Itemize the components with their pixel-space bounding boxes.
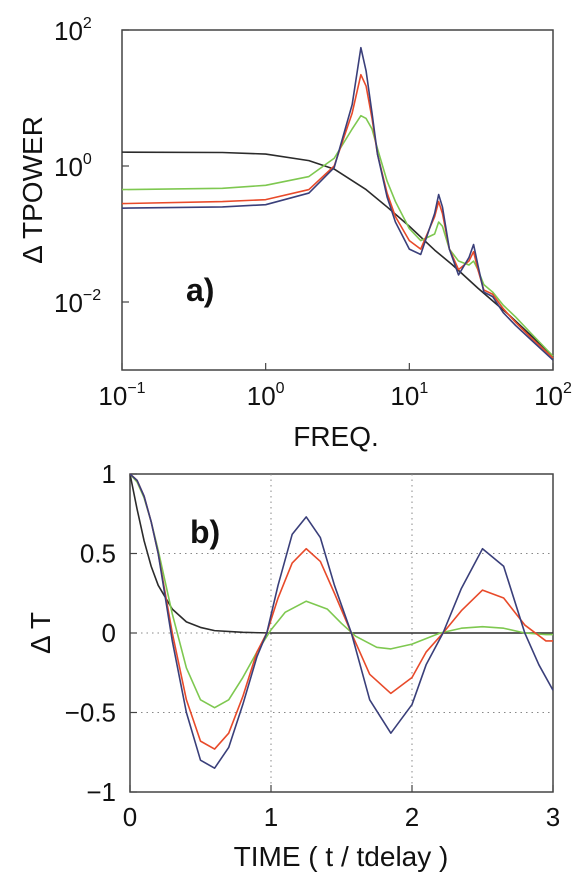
a-series-line-1 (121, 114, 554, 357)
a-xtick-base: 10 (534, 381, 563, 411)
a-ytick-base: 10 (54, 152, 83, 182)
a-ytick-exp: 0 (83, 151, 92, 168)
a-ytick-label: 102 (54, 15, 92, 46)
chart-b-ticks: 0 1 2 3 1 0.5 0 −0.5 −1 (65, 459, 561, 832)
b-xtick-label: 0 (123, 802, 137, 832)
b-ytick-label: 0.5 (80, 539, 116, 569)
b-xtick-label: 1 (264, 802, 278, 832)
b-ytick-label: 0 (102, 618, 116, 648)
chart-b-xlabel: TIME ( t / tdelay ) (234, 841, 449, 872)
b-series-line-0 (129, 473, 553, 634)
a-xtick-label: 10−1 (98, 380, 145, 411)
a-xtick-exp: 2 (563, 380, 572, 397)
a-xtick-exp: 0 (276, 380, 285, 397)
chart-a-lines (121, 46, 554, 361)
plot-a-frame (121, 29, 554, 371)
a-xtick-exp: −1 (127, 380, 145, 397)
chart-a-xlabel: FREQ. (293, 421, 379, 452)
b-xtick-label: 2 (405, 802, 419, 832)
a-ytick-label: 10−2 (54, 287, 101, 318)
chart-b: 0 1 2 3 1 0.5 0 −0.5 −1 b) TIME ( t / tdelay ) Δ… (25, 459, 560, 872)
a-ytick-exp: 2 (83, 15, 92, 32)
a-xtick-base: 10 (390, 381, 419, 411)
chart-b-panel-label: b) (190, 514, 220, 550)
a-xtick-label: 101 (390, 380, 428, 411)
a-xtick-base: 10 (247, 381, 276, 411)
b-ytick-label: −1 (86, 777, 116, 807)
a-ytick-base: 10 (54, 16, 83, 46)
a-xtick-base: 10 (98, 381, 127, 411)
a-xtick-exp: 1 (419, 380, 428, 397)
b-ytick-label: −0.5 (65, 698, 116, 728)
b-ytick-label: 1 (102, 459, 116, 489)
b-series-line-2 (129, 473, 553, 750)
a-ytick-exp: −2 (83, 287, 101, 304)
a-ytick-base: 10 (54, 288, 83, 318)
b-series-line-3 (129, 473, 554, 769)
a-series-line-3 (121, 46, 554, 361)
a-xtick-label: 102 (534, 380, 572, 411)
a-ytick-label: 100 (54, 151, 92, 182)
a-xtick-label: 100 (247, 380, 285, 411)
chart-b-lines (129, 473, 554, 769)
b-series-line-1 (129, 473, 553, 709)
chart-a-ylabel: Δ TPOWER (17, 116, 48, 264)
a-series-line-0 (121, 151, 554, 357)
b-xtick-label: 3 (546, 802, 560, 832)
chart-b-ylabel: Δ T (25, 612, 56, 654)
chart-a-panel-label: a) (186, 272, 214, 308)
